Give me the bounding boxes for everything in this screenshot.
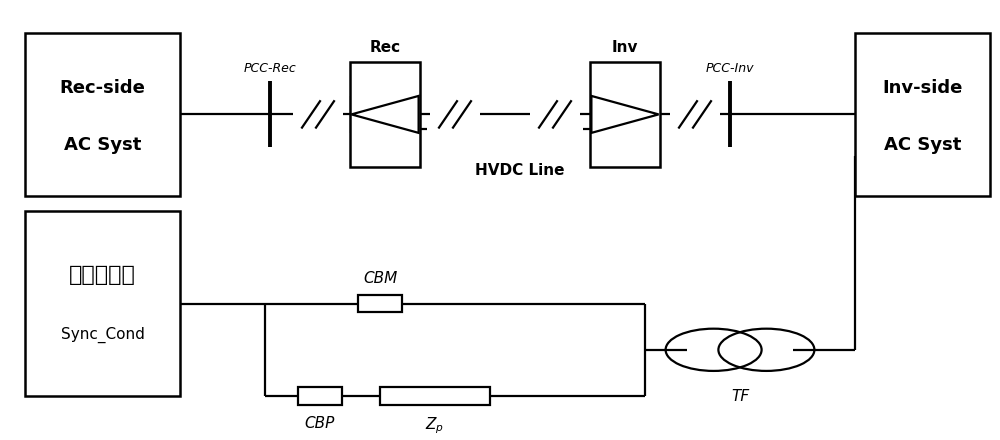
Text: Sync_Cond: Sync_Cond	[61, 326, 144, 342]
Bar	[358, 295, 402, 312]
Bar	[855, 33, 990, 196]
Text: TF: TF	[731, 389, 749, 403]
Text: AC Syst: AC Syst	[64, 136, 141, 154]
Text: Inv-side: Inv-side	[882, 79, 963, 97]
Bar	[590, 62, 660, 167]
Text: Rec: Rec	[369, 40, 401, 55]
Bar	[298, 387, 342, 405]
Text: Rec-side: Rec-side	[60, 79, 145, 97]
Bar	[25, 33, 180, 196]
Text: CBP: CBP	[305, 416, 335, 431]
Bar	[380, 387, 490, 405]
Text: 同步调相机: 同步调相机	[69, 265, 136, 285]
Text: AC Syst: AC Syst	[884, 136, 961, 154]
Bar	[350, 62, 420, 167]
Text: $Z_p$: $Z_p$	[425, 416, 445, 436]
Text: PCC-Rec: PCC-Rec	[244, 62, 296, 75]
Text: PCC-Inv: PCC-Inv	[706, 62, 754, 75]
Text: HVDC Line: HVDC Line	[475, 163, 565, 178]
Bar	[25, 211, 180, 396]
Text: Inv: Inv	[612, 40, 638, 55]
Text: CBM: CBM	[363, 271, 397, 286]
